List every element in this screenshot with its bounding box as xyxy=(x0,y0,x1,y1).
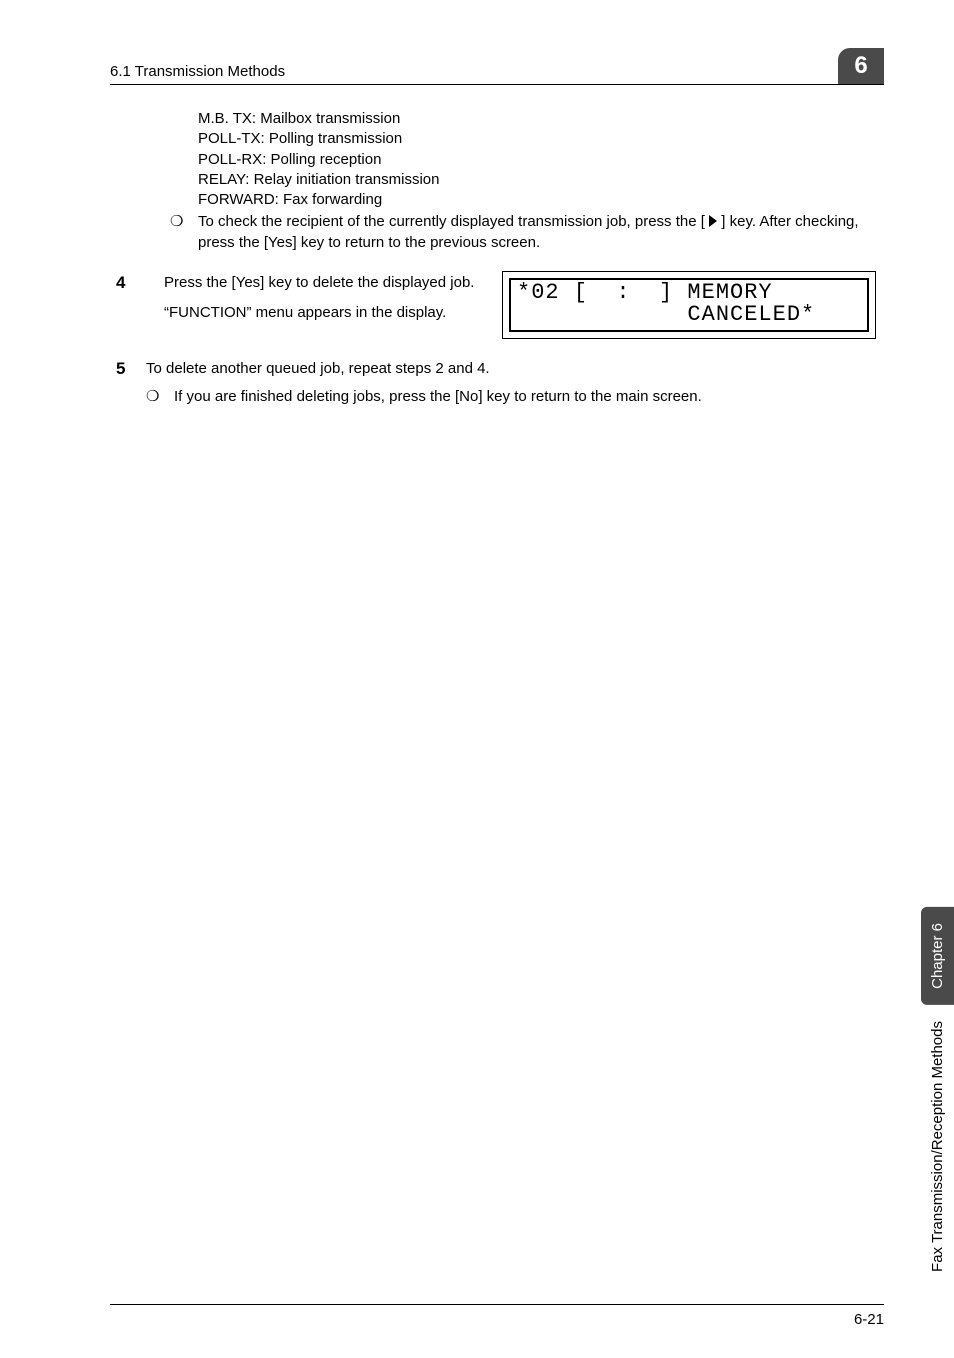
step-number: 5 xyxy=(116,359,146,408)
intro-bullet-text: To check the recipient of the currently … xyxy=(198,212,884,253)
lcd-panel: *02 [ : ] MEMORY CANCELED* xyxy=(502,271,876,339)
lcd-screen: *02 [ : ] MEMORY CANCELED* xyxy=(509,278,869,332)
page-number: 6-21 xyxy=(854,1311,884,1328)
side-section-label: Fax Transmission/Reception Methods xyxy=(921,1005,954,1288)
step-5-body: To delete another queued job, repeat ste… xyxy=(146,359,702,408)
page-header: 6.1 Transmission Methods 6 xyxy=(110,48,884,85)
def-line: FORWARD: Fax forwarding xyxy=(198,190,884,210)
step-4-body: Press the [Yes] key to delete the displa… xyxy=(164,273,484,324)
side-chapter-label: Chapter 6 xyxy=(921,907,954,1005)
step-number: 4 xyxy=(116,273,146,293)
right-arrow-icon xyxy=(709,215,717,227)
def-line: RELAY: Relay initiation transmission xyxy=(198,170,884,190)
page-footer: 6-21 xyxy=(110,1304,884,1328)
lcd-line2: CANCELED* xyxy=(517,302,815,327)
circle-bullet-icon: ❍ xyxy=(146,387,174,407)
step-4-line1: Press the [Yes] key to delete the displa… xyxy=(164,273,484,293)
step-5: 5 To delete another queued job, repeat s… xyxy=(116,359,884,408)
side-tab: Chapter 6 Fax Transmission/Reception Met… xyxy=(921,907,954,1288)
step-4: 4 Press the [Yes] key to delete the disp… xyxy=(116,273,884,339)
definition-list: M.B. TX: Mailbox transmission POLL-TX: P… xyxy=(198,109,884,210)
chapter-badge: 6 xyxy=(838,48,884,84)
def-line: POLL-TX: Polling transmission xyxy=(198,129,884,149)
step-5-bullet-text: If you are finished deleting jobs, press… xyxy=(174,387,702,407)
step-4-line2: “FUNCTION” menu appears in the display. xyxy=(164,303,484,323)
step-5-line1: To delete another queued job, repeat ste… xyxy=(146,359,702,379)
header-section-title: 6.1 Transmission Methods xyxy=(110,63,285,80)
def-line: POLL-RX: Polling reception xyxy=(198,150,884,170)
intro-bullet: ❍ To check the recipient of the currentl… xyxy=(170,212,884,253)
circle-bullet-icon: ❍ xyxy=(170,212,198,253)
intro-bullet-pre: To check the recipient of the currently … xyxy=(198,213,709,230)
def-line: M.B. TX: Mailbox transmission xyxy=(198,109,884,129)
